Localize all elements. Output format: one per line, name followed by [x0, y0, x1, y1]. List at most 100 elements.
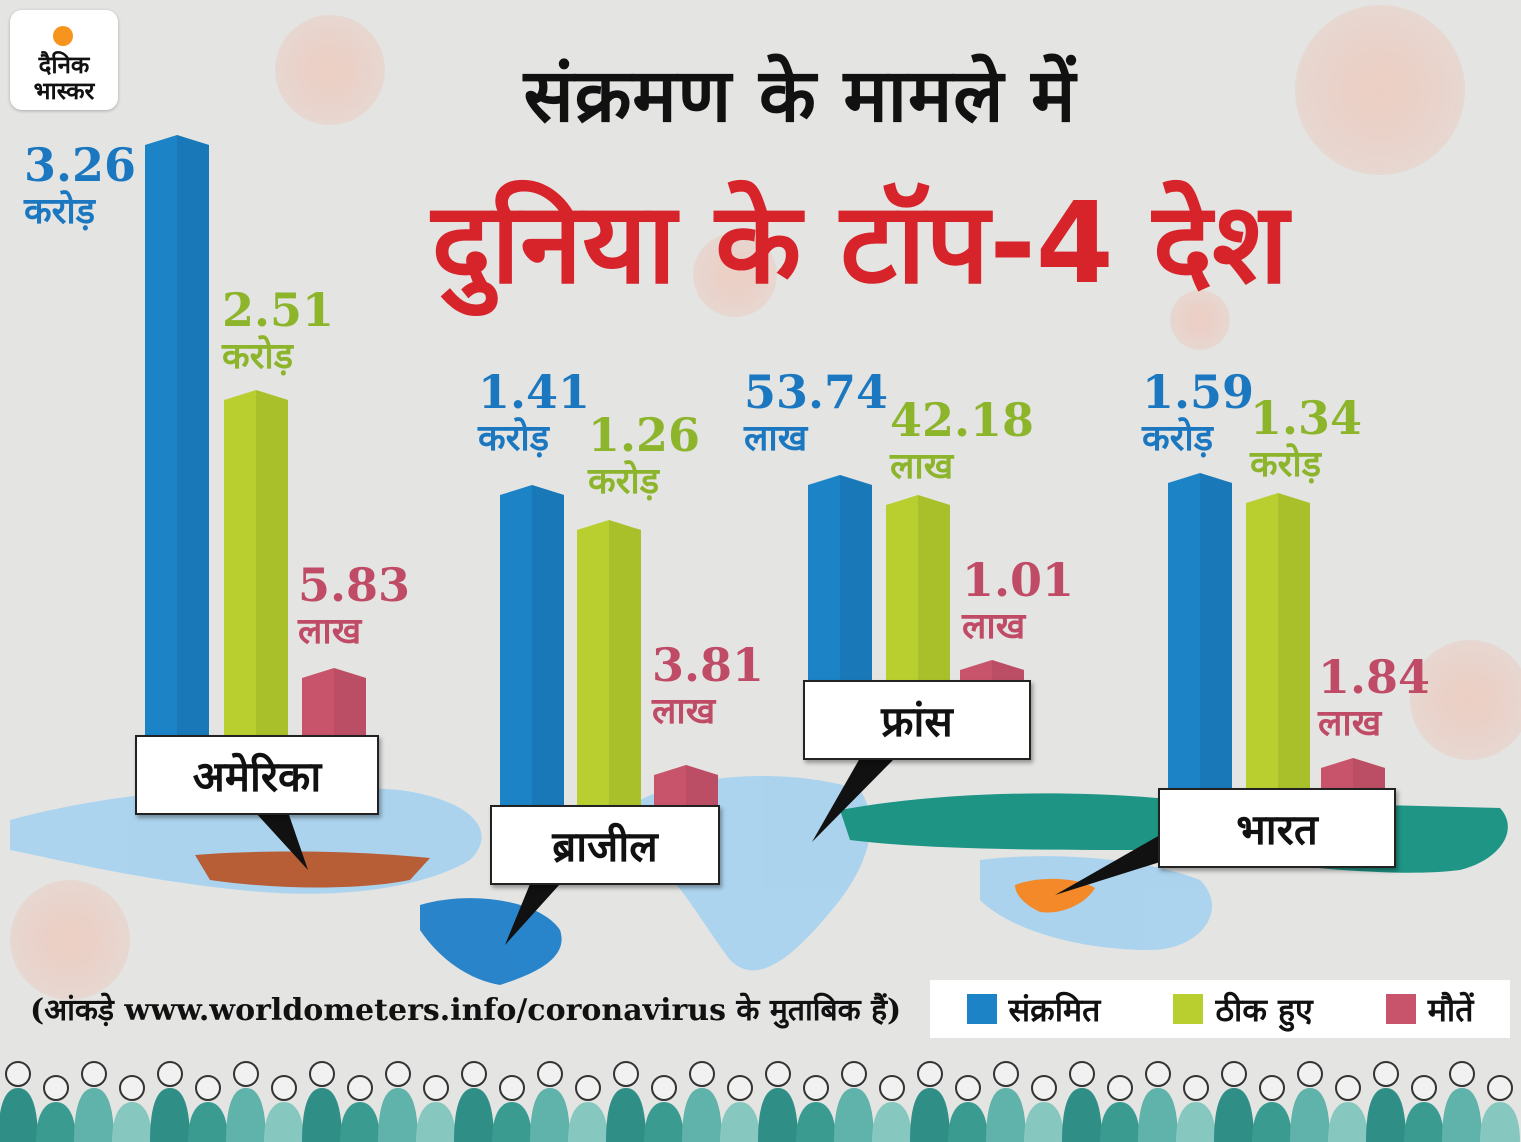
person-icon — [112, 1075, 152, 1142]
person-icon — [1062, 1061, 1102, 1142]
bar-france-infected — [808, 475, 872, 680]
unit-label-brazil-deaths: लाख — [652, 691, 716, 732]
unit-label-india-infected: करोड़ — [1142, 418, 1213, 459]
unit-label-brazil-infected: करोड़ — [478, 418, 549, 459]
value-label-france-recovered: 42.18 — [890, 393, 1035, 447]
person-icon — [1442, 1061, 1482, 1142]
bar-brazil-infected — [500, 485, 564, 805]
legend-label-recovered: ठीक हुए — [1215, 990, 1313, 1029]
value-label-india-recovered: 1.34 — [1250, 391, 1363, 445]
logo-line2: भास्कर — [33, 77, 95, 105]
person-icon — [378, 1061, 418, 1142]
person-icon — [264, 1075, 304, 1142]
person-icon — [454, 1061, 494, 1142]
legend-swatch-deaths — [1385, 994, 1416, 1024]
callout-pointer-usa — [255, 812, 308, 870]
person-icon — [0, 1061, 38, 1142]
person-icon — [416, 1075, 456, 1142]
country-label-brazil: ब्राजील — [490, 805, 720, 885]
unit-label-india-deaths: लाख — [1318, 703, 1382, 744]
person-icon — [986, 1061, 1026, 1142]
person-icon — [872, 1075, 912, 1142]
person-icon — [1214, 1061, 1254, 1142]
unit-label-usa-deaths: लाख — [298, 611, 362, 652]
legend-swatch-infected — [966, 994, 997, 1024]
person-icon — [188, 1075, 228, 1142]
legend-item-infected: संक्रमित — [966, 988, 1101, 1031]
person-icon — [74, 1061, 114, 1142]
bar-usa-deaths — [302, 668, 366, 735]
bar-france-recovered — [886, 495, 950, 680]
person-icon — [340, 1075, 380, 1142]
person-icon — [758, 1061, 798, 1142]
legend-item-recovered: ठीक हुए — [1173, 988, 1313, 1031]
unit-label-france-recovered: लाख — [890, 446, 954, 487]
callout-pointer-france — [812, 758, 895, 842]
unit-label-usa-infected: करोड़ — [24, 191, 95, 232]
person-icon — [910, 1061, 950, 1142]
logo-line1: दैनिक — [38, 51, 90, 79]
person-icon — [720, 1075, 760, 1142]
crowd-illustration — [0, 1061, 1520, 1142]
person-icon — [1328, 1075, 1368, 1142]
value-label-france-deaths: 1.01 — [962, 553, 1075, 607]
country-label-india: भारत — [1158, 788, 1396, 868]
person-icon — [1176, 1075, 1216, 1142]
person-icon — [1366, 1061, 1406, 1142]
person-icon — [302, 1061, 342, 1142]
value-label-india-deaths: 1.84 — [1318, 650, 1431, 704]
value-label-usa-infected: 3.26 — [24, 138, 137, 192]
person-icon — [530, 1061, 570, 1142]
legend-item-deaths: मौतें — [1385, 988, 1474, 1031]
bar-india-recovered — [1246, 493, 1310, 788]
sun-icon — [53, 26, 73, 46]
unit-label-usa-recovered: करोड़ — [222, 336, 293, 377]
person-icon — [682, 1061, 722, 1142]
person-icon — [606, 1061, 646, 1142]
person-icon — [1252, 1075, 1292, 1142]
value-label-brazil-deaths: 3.81 — [652, 638, 765, 692]
person-icon — [1100, 1075, 1140, 1142]
bar-brazil-deaths — [654, 765, 718, 805]
legend: संक्रमित ठीक हुए मौतें — [930, 980, 1510, 1038]
unit-label-india-recovered: करोड़ — [1250, 444, 1321, 485]
value-label-india-infected: 1.59 — [1142, 365, 1255, 419]
brand-logo: दैनिक भास्कर — [10, 10, 118, 110]
callout-pointer-india — [1055, 835, 1160, 895]
country-label-france: फ्रांस — [803, 680, 1031, 760]
bar-france-deaths — [960, 660, 1024, 680]
person-icon — [1290, 1061, 1330, 1142]
subtitle: संक्रमण के मामले में — [523, 53, 1077, 139]
person-icon — [150, 1061, 190, 1142]
legend-label-infected: संक्रमित — [1008, 990, 1101, 1029]
person-icon — [1480, 1075, 1520, 1142]
person-icon — [1404, 1075, 1444, 1142]
legend-swatch-recovered — [1173, 994, 1204, 1024]
value-label-brazil-recovered: 1.26 — [588, 408, 701, 462]
country-label-usa: अमेरिका — [135, 735, 379, 815]
value-label-france-infected: 53.74 — [744, 365, 889, 419]
person-icon — [1024, 1075, 1064, 1142]
bar-usa-infected — [145, 135, 209, 735]
page-title: दुनिया के टॉप-4 देश — [431, 179, 1289, 309]
person-icon — [226, 1061, 266, 1142]
person-icon — [1138, 1061, 1178, 1142]
person-icon — [834, 1061, 874, 1142]
bar-brazil-recovered — [577, 520, 641, 805]
unit-label-france-deaths: लाख — [962, 606, 1026, 647]
person-icon — [36, 1075, 76, 1142]
bar-india-deaths — [1321, 758, 1385, 788]
value-label-usa-recovered: 2.51 — [222, 283, 335, 337]
value-label-brazil-infected: 1.41 — [478, 365, 591, 419]
source-note: (आंकड़े www.worldometers.info/coronaviru… — [30, 993, 902, 1028]
callout-pointer-brazil — [505, 884, 560, 945]
person-icon — [492, 1075, 532, 1142]
person-icon — [568, 1075, 608, 1142]
legend-label-deaths: मौतें — [1427, 990, 1474, 1029]
person-icon — [796, 1075, 836, 1142]
bar-usa-recovered — [224, 390, 288, 735]
person-icon — [644, 1075, 684, 1142]
